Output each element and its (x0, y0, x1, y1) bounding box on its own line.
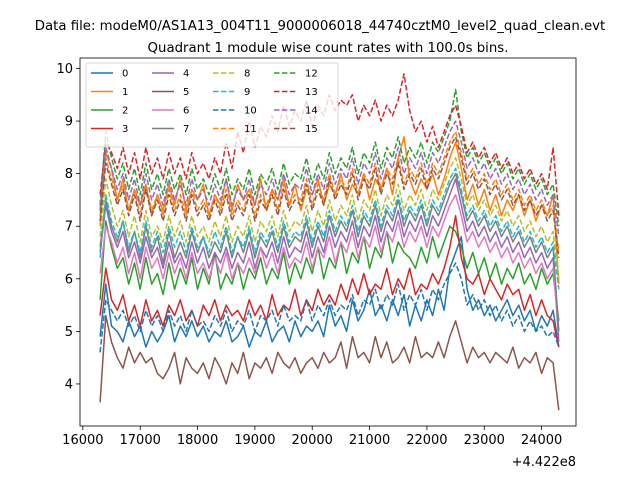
x-tick-label: 23000 (464, 433, 505, 448)
legend-label-12: 12 (305, 69, 318, 80)
legend-label-4: 4 (183, 69, 189, 80)
series-layer (99, 73, 560, 411)
x-tick-label: 21000 (349, 433, 390, 448)
legend-label-1: 1 (122, 87, 128, 98)
legend-label-13: 13 (305, 87, 318, 98)
y-tick-label: 6 (65, 272, 73, 287)
x-tick-label: 18000 (177, 433, 218, 448)
series-line-15 (99, 136, 560, 258)
x-tick-label: 22000 (406, 433, 447, 448)
legend-label-3: 3 (122, 124, 128, 135)
x-axis-offset-label: +4.422e8 (512, 455, 576, 470)
series-line-0 (99, 235, 560, 348)
series-line-2 (99, 220, 560, 321)
series-line-9 (99, 167, 560, 290)
legend-label-15: 15 (305, 124, 318, 135)
legend-label-6: 6 (183, 106, 189, 117)
y-tick-label: 10 (56, 62, 73, 77)
legend-frame (85, 62, 339, 148)
legend-label-14: 14 (305, 106, 318, 117)
legend-label-2: 2 (122, 106, 128, 117)
x-tick-label: 19000 (234, 433, 275, 448)
x-tick-label: 24000 (521, 433, 562, 448)
series-line-6 (99, 193, 560, 332)
legend-label-8: 8 (244, 69, 250, 80)
plot-frame (79, 57, 577, 427)
x-axis: 16000 17000 18000 19000 20000 21000 22000 23000… (62, 426, 562, 448)
series-line-12 (99, 88, 560, 227)
legend-label-0: 0 (122, 69, 128, 80)
y-tick-label: 9 (65, 115, 73, 130)
legend-label-7: 7 (183, 124, 189, 135)
series-line-7 (99, 172, 560, 332)
series-line-14 (99, 120, 560, 237)
series-line-4 (99, 178, 560, 342)
legend-label-9: 9 (244, 87, 250, 98)
legend-label-11: 11 (244, 124, 257, 135)
x-tick-label: 16000 (62, 433, 103, 448)
series-line-8 (99, 157, 560, 279)
y-tick-label: 7 (65, 220, 73, 235)
x-tick-label: 17000 (120, 433, 161, 448)
legend-label-10: 10 (244, 106, 257, 117)
legend-label-5: 5 (183, 87, 189, 98)
chart-title: Quadrant 1 module wise count rates with … (148, 41, 509, 56)
x-tick-label: 20000 (292, 433, 333, 448)
series-line-10 (99, 262, 560, 353)
y-tick-label: 5 (65, 325, 73, 340)
chart-suptitle: Data file: modeM0/AS1A13_004T11_90000060… (35, 19, 606, 34)
series-line-5 (99, 314, 560, 411)
y-tick-label: 4 (65, 377, 73, 392)
y-axis: 4 5 6 7 8 9 10 (56, 62, 80, 392)
y-tick-label: 8 (65, 167, 73, 182)
series-line-3 (99, 214, 560, 348)
